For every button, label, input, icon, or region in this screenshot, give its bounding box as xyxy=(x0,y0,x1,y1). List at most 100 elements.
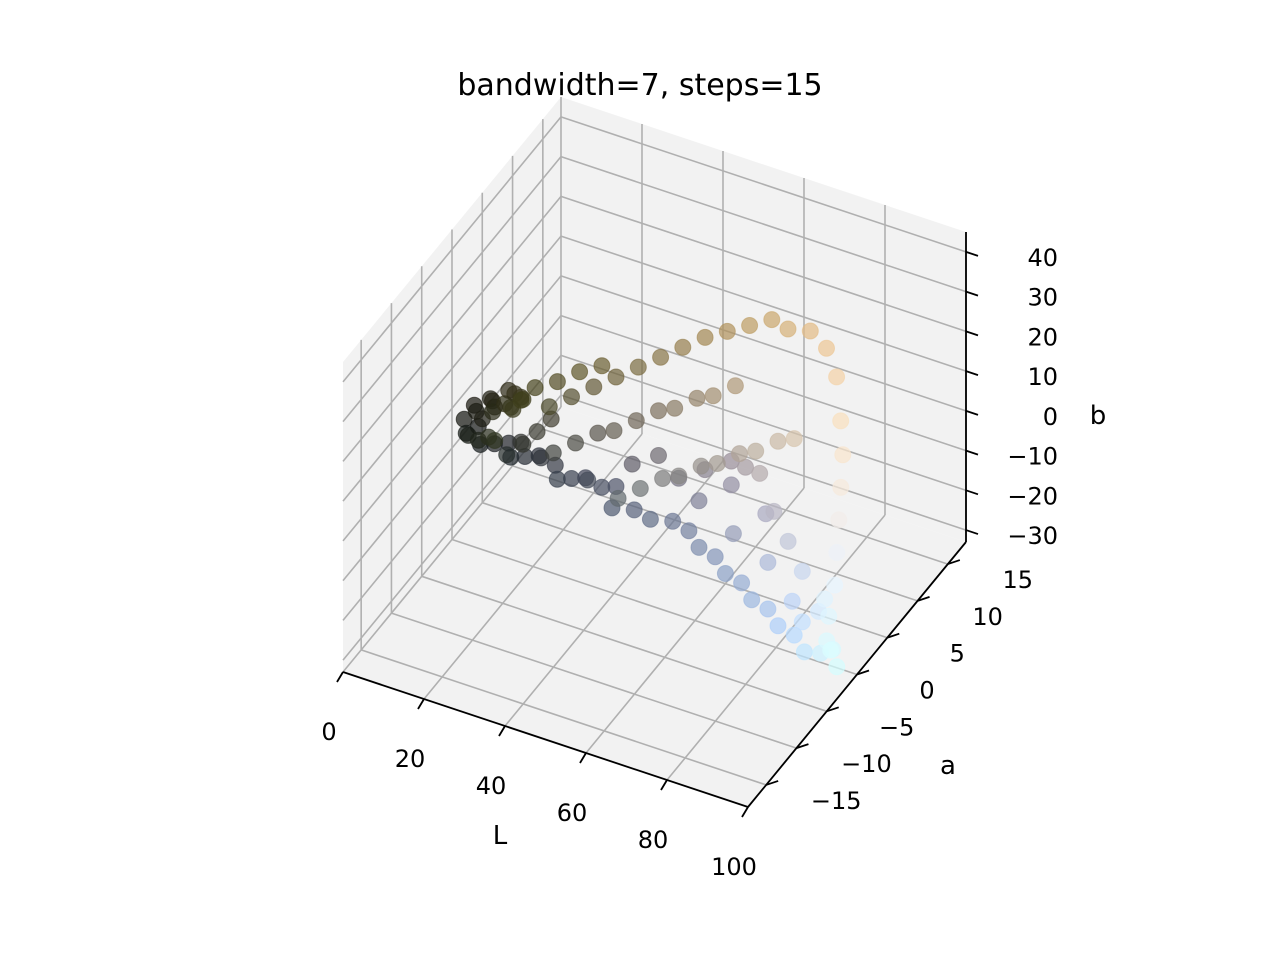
chart-title: bandwidth=7, steps=15 xyxy=(457,68,823,103)
data-point xyxy=(579,471,597,489)
grid-line-y-floor xyxy=(542,428,949,565)
data-point xyxy=(731,445,748,463)
data-point xyxy=(765,502,783,520)
data-point xyxy=(674,338,692,356)
grid-line-z-back xyxy=(560,275,967,412)
data-point xyxy=(548,470,566,488)
data-point xyxy=(623,455,641,473)
data-point xyxy=(783,592,801,610)
grid-line-y-floor xyxy=(391,612,797,749)
data-point xyxy=(716,565,734,582)
z-tick xyxy=(965,251,979,257)
data-point xyxy=(763,311,781,329)
z-tick xyxy=(965,290,979,297)
data-point xyxy=(607,368,625,386)
x-tick xyxy=(498,725,506,737)
data-point xyxy=(609,489,627,507)
x-tick xyxy=(336,671,344,683)
data-point xyxy=(828,658,846,676)
data-point xyxy=(690,538,708,556)
data-point xyxy=(512,391,530,409)
data-point xyxy=(650,447,667,464)
data-point xyxy=(631,480,649,497)
y-tick xyxy=(796,743,809,749)
y-tick-label: 15 xyxy=(1003,566,1034,594)
data-point xyxy=(589,424,607,442)
data-point xyxy=(793,613,811,631)
grid-line-z-back xyxy=(560,155,967,293)
grid-line-z-back xyxy=(560,116,967,253)
data-point xyxy=(548,373,566,391)
data-point xyxy=(779,320,797,338)
x-axis-line xyxy=(342,671,749,808)
data-point xyxy=(704,387,722,405)
y-axis-label: a xyxy=(940,751,956,781)
z-tick-label: −20 xyxy=(1007,482,1058,510)
x-tick-label: 80 xyxy=(638,826,669,854)
z-tick xyxy=(965,409,979,416)
data-point xyxy=(650,402,667,420)
z-tick-label: 20 xyxy=(1027,323,1058,351)
z-tick xyxy=(965,370,979,376)
z-tick xyxy=(965,449,979,456)
data-point xyxy=(666,399,684,417)
data-point xyxy=(688,389,706,407)
z-tick xyxy=(965,529,979,535)
data-point xyxy=(726,377,744,395)
y-tick-label: −15 xyxy=(811,787,862,815)
data-point xyxy=(834,446,852,464)
grid-line-z-wall xyxy=(342,195,562,462)
grid-line-z-back xyxy=(560,314,967,452)
y-tick-label: −5 xyxy=(879,713,914,741)
data-point xyxy=(795,643,813,661)
data-point xyxy=(733,574,751,592)
y-tick xyxy=(947,559,961,565)
x-tick-label: 60 xyxy=(557,799,588,827)
data-point xyxy=(822,641,840,659)
data-point xyxy=(722,476,740,494)
data-point xyxy=(593,357,611,375)
data-point xyxy=(828,368,846,386)
data-point xyxy=(627,412,645,430)
y-tick-label: −10 xyxy=(841,750,892,778)
data-point xyxy=(670,467,688,485)
y-tick-label: 5 xyxy=(950,640,965,668)
data-point xyxy=(820,607,838,625)
data-point xyxy=(832,412,850,430)
data-point xyxy=(718,322,736,340)
data-point xyxy=(759,553,777,571)
data-point xyxy=(544,444,562,462)
data-point xyxy=(654,470,672,487)
x-tick xyxy=(579,752,587,764)
data-point xyxy=(486,432,504,449)
x-tick-label: 0 xyxy=(321,718,336,746)
data-point xyxy=(706,548,724,566)
data-point xyxy=(692,457,710,475)
data-point xyxy=(526,379,544,397)
x-tick-label: 40 xyxy=(476,772,507,800)
x-axis-label: L xyxy=(493,821,508,851)
data-point xyxy=(832,478,850,496)
data-point xyxy=(785,430,803,448)
data-point xyxy=(652,348,670,366)
data-point xyxy=(818,339,835,357)
data-point xyxy=(484,403,502,421)
data-point xyxy=(585,378,603,396)
data-points xyxy=(455,311,852,676)
data-point xyxy=(828,544,846,561)
data-point xyxy=(629,358,647,376)
data-point xyxy=(801,322,819,340)
data-point xyxy=(741,317,759,334)
data-point xyxy=(563,470,580,487)
data-point xyxy=(751,464,769,482)
x-tick xyxy=(417,698,425,710)
grid-line-z-back xyxy=(560,354,967,492)
data-point xyxy=(514,435,532,453)
data-point xyxy=(498,446,516,464)
z-tick-label: 10 xyxy=(1027,363,1058,391)
z-tick-label: −10 xyxy=(1007,443,1058,471)
data-point xyxy=(816,590,834,608)
z-tick xyxy=(965,330,979,337)
data-point xyxy=(830,511,848,529)
